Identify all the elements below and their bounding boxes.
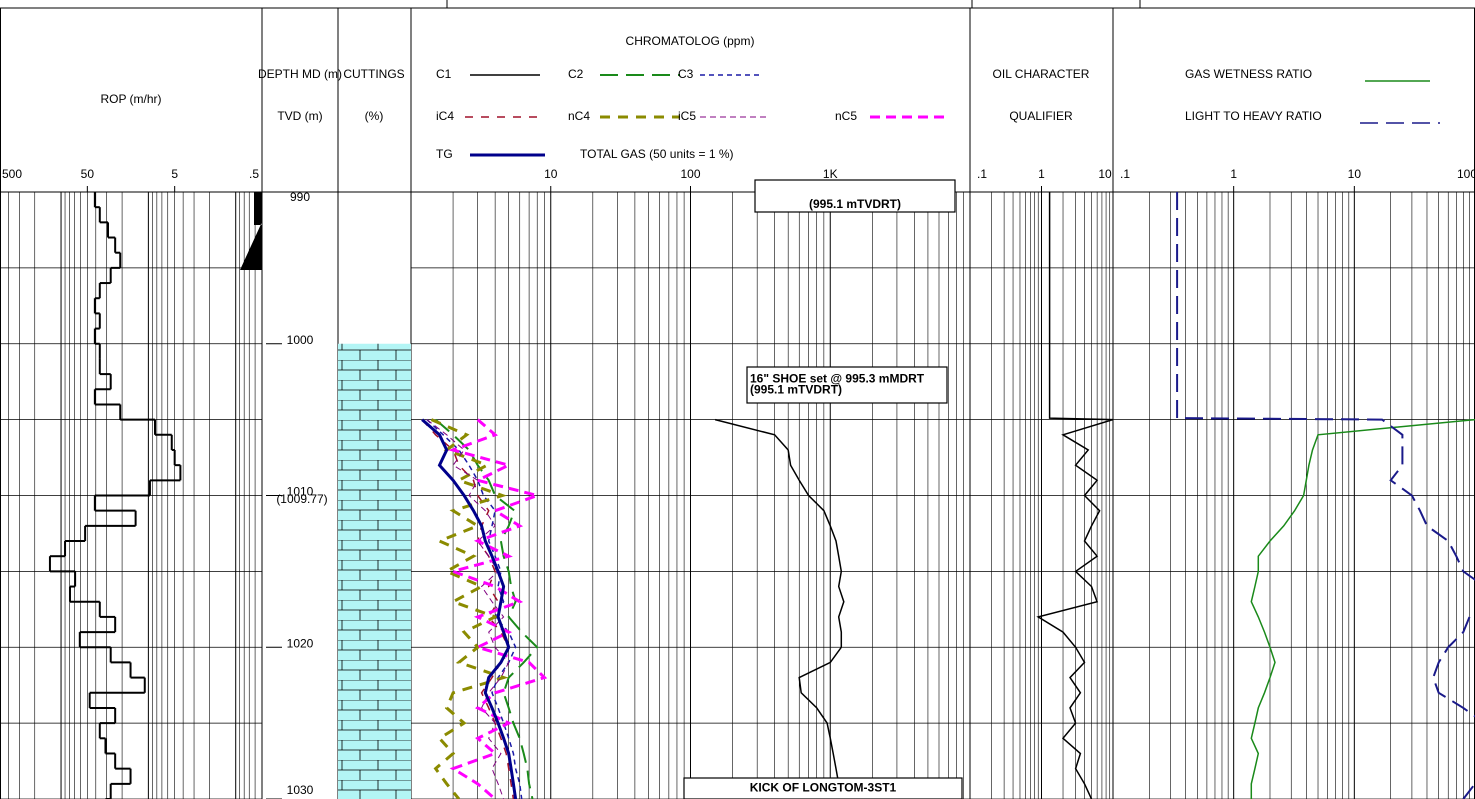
x-tick-label: 1K xyxy=(823,167,838,181)
curve xyxy=(434,418,539,799)
x-tick-label: 100 xyxy=(680,167,700,181)
x-tick-label: .1 xyxy=(1120,167,1130,181)
legend-label: C3 xyxy=(678,67,694,81)
track-title: OIL CHARACTER xyxy=(993,67,1090,81)
x-tick-label: 10 xyxy=(1098,167,1112,181)
x-tick-label: 50 xyxy=(81,167,95,181)
legend-label: C1 xyxy=(436,67,452,81)
x-tick-label: .1 xyxy=(977,167,987,181)
legend-label: GAS WETNESS RATIO xyxy=(1185,67,1312,81)
total-gas-note: TOTAL GAS (50 units = 1 %) xyxy=(580,147,734,161)
depth-label: 1030 xyxy=(287,783,314,797)
x-tick-label: 1 xyxy=(1038,167,1045,181)
annotation-box xyxy=(754,179,956,213)
curve xyxy=(1036,192,1113,799)
annotation-text: KICK OF LONGTOM-3ST1 xyxy=(750,781,897,795)
track-title: QUALIFIER xyxy=(1009,109,1073,123)
depth-label: 1000 xyxy=(287,333,314,347)
track-title: CUTTINGS xyxy=(343,67,404,81)
legend-label: iC4 xyxy=(436,109,454,123)
track-title: DEPTH MD (m) xyxy=(258,67,342,81)
legend-label: LIGHT TO HEAVY RATIO xyxy=(1185,109,1322,123)
legend-label: nC5 xyxy=(835,109,857,123)
curve xyxy=(421,418,518,799)
lithology-pattern xyxy=(338,343,411,799)
rop xyxy=(48,192,182,799)
annotation-text: 16" SHOE set @ 995.3 mMDRT xyxy=(750,372,925,386)
track-title: (%) xyxy=(365,109,384,123)
depth-label: 990 xyxy=(290,190,310,204)
curves xyxy=(1036,192,1113,799)
track-title: ROP (m/hr) xyxy=(100,92,161,106)
annotation-text: (995.1 mTVDRT) xyxy=(809,197,901,211)
curve xyxy=(430,418,509,799)
curve xyxy=(421,419,515,799)
curve xyxy=(1176,192,1475,799)
track-title: CHROMATOLOG (ppm) xyxy=(626,34,755,48)
x-tick-label: 1 xyxy=(1230,167,1237,181)
curve xyxy=(1250,418,1475,799)
annotation-text: (995.1 mTVDRT) xyxy=(750,383,842,397)
curves xyxy=(421,418,845,799)
annotation-box xyxy=(683,777,963,799)
legend-label: iC5 xyxy=(678,109,696,123)
curve xyxy=(448,418,548,799)
x-tick-label: .5 xyxy=(249,167,259,181)
track-title: TVD (m) xyxy=(277,109,322,123)
curves xyxy=(1176,192,1475,799)
annotation-box xyxy=(746,366,948,404)
curve xyxy=(714,418,845,799)
depth-label: 1020 xyxy=(287,636,314,650)
x-tick-label: 100 xyxy=(1457,167,1475,181)
x-tick-label: 5 xyxy=(171,167,178,181)
bit-marker xyxy=(240,192,262,270)
legend-label: TG xyxy=(436,147,453,161)
x-tick-label: 500 xyxy=(2,167,22,181)
depth-label: 1010 xyxy=(287,485,314,499)
x-tick-label: 10 xyxy=(1348,167,1362,181)
legend-label: nC4 xyxy=(568,109,590,123)
x-tick-label: 10 xyxy=(544,167,558,181)
legend-label: C2 xyxy=(568,67,584,81)
tvd-label: (1009.77) xyxy=(276,492,327,506)
